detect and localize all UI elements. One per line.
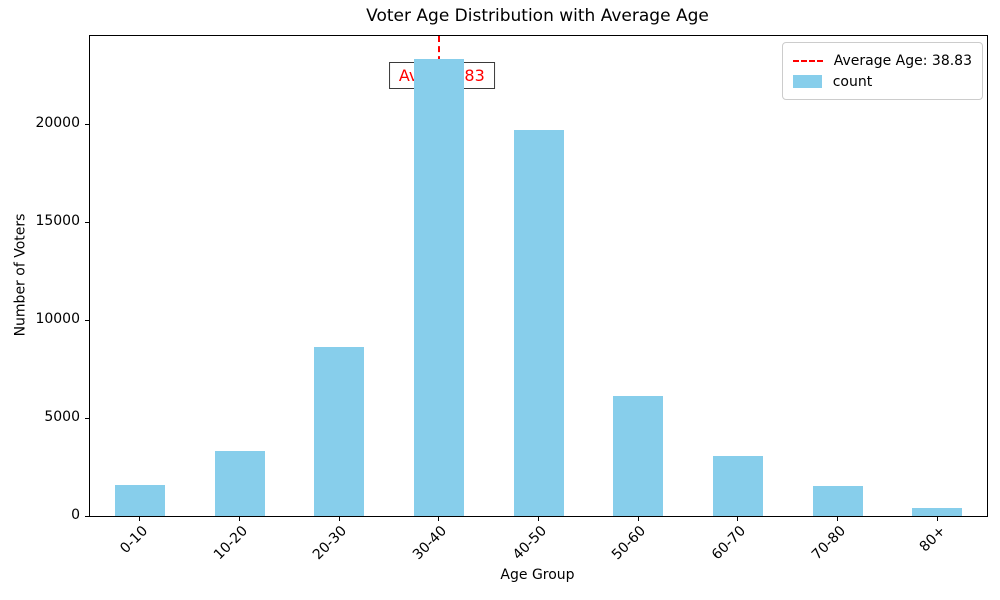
y-tick-label: 5000 (44, 409, 80, 426)
y-tick-label: 20000 (35, 115, 80, 132)
y-axis-label-wrap: Number of Voters (10, 35, 30, 515)
bar-40-50 (513, 130, 564, 516)
bar-70-80 (812, 486, 863, 516)
x-tick-label-60-70: 60-70 (709, 523, 750, 564)
y-tick-mark (85, 515, 90, 517)
y-tick-label: 0 (71, 507, 80, 523)
legend-label-average-age: Average Age: 38.83 (833, 52, 972, 69)
legend-item-average-age: Average Age: 38.83 (792, 50, 972, 71)
x-tick-mark (338, 516, 340, 521)
x-tick-label-0-10: 0-10 (117, 523, 152, 557)
x-tick-label-20-30: 20-30 (310, 523, 351, 564)
y-tick-mark (85, 221, 90, 223)
y-tick-label: 10000 (35, 311, 80, 328)
y-tick-mark (85, 319, 90, 321)
y-tick-mark (85, 123, 90, 125)
x-tick-mark (637, 516, 639, 521)
x-tick-mark (538, 516, 539, 521)
bar-80+ (912, 508, 963, 516)
bar-30-40 (413, 59, 464, 516)
bar-10-20 (214, 451, 265, 516)
x-tick-mark (438, 516, 440, 521)
plot-area: Avg: 38.83 Average Age: 38.83 count 0500… (35, 35, 988, 563)
x-axis-label: Age Group (500, 567, 575, 583)
legend-item-count: count (792, 71, 972, 92)
x-tick-label-40-50: 40-50 (509, 523, 550, 564)
x-tick-mark (936, 516, 938, 521)
bar-0-10 (114, 485, 165, 516)
x-tick-mark (139, 516, 141, 521)
x-tick-mark (239, 516, 240, 521)
chart-title: Voter Age Distribution with Average Age (366, 6, 709, 26)
x-tick-label-10-20: 10-20 (210, 523, 251, 564)
bar-swatch-icon (792, 75, 822, 88)
bar-20-30 (314, 347, 365, 516)
legend: Average Age: 38.83 count (781, 42, 983, 100)
dashed-line-icon (792, 59, 823, 62)
x-tick-mark (837, 516, 838, 521)
bar-50-60 (613, 396, 664, 516)
x-tick-label-30-40: 30-40 (410, 523, 451, 564)
y-tick-mark (85, 417, 90, 419)
x-tick-label-80+: 80+ (916, 523, 949, 556)
x-tick-mark (737, 516, 739, 521)
x-tick-label-70-80: 70-80 (808, 523, 849, 564)
x-tick-label-50-60: 50-60 (609, 523, 650, 564)
y-tick-label: 15000 (35, 213, 80, 230)
bar-60-70 (712, 456, 763, 516)
legend-label-count: count (832, 73, 873, 90)
